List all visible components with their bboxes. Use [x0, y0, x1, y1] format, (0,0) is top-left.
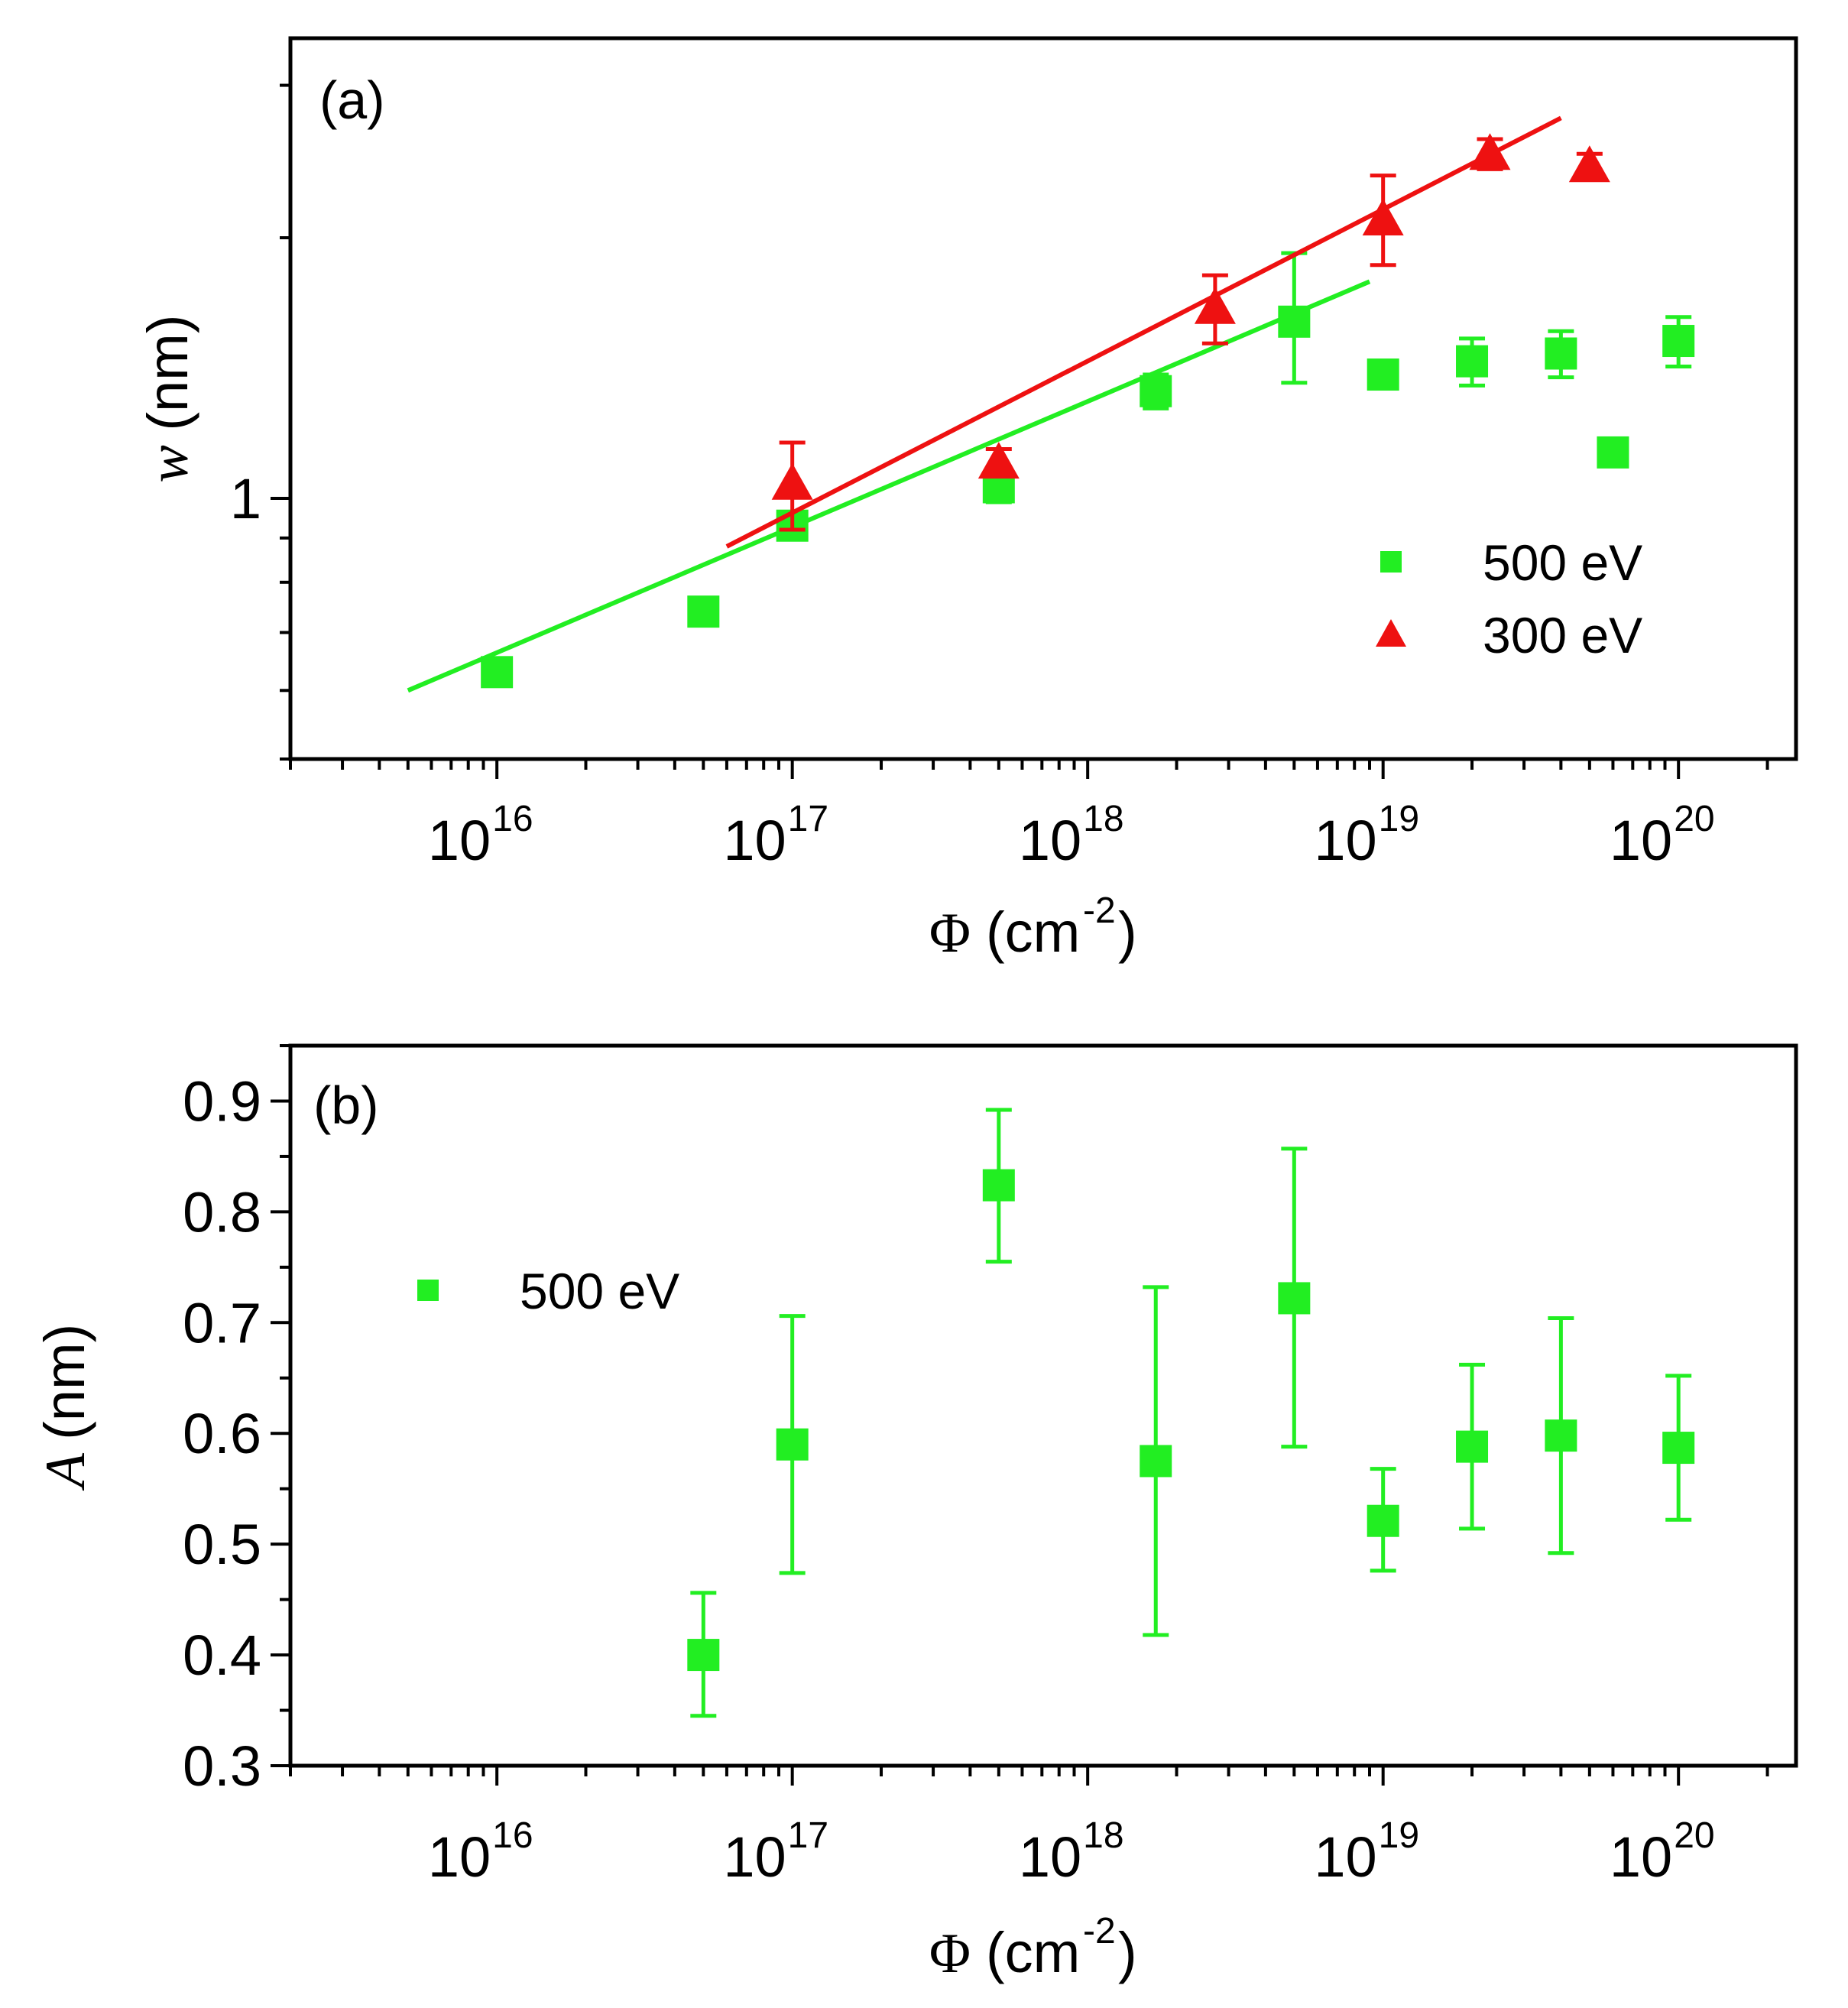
x-tick-label-base: 10: [1314, 809, 1376, 872]
legend-label: 500 eV: [1483, 534, 1642, 591]
x-tick-label-base: 10: [1019, 809, 1081, 872]
x-axis-label-close: ): [1118, 1921, 1137, 1984]
x-tick-label-base: 10: [723, 1825, 786, 1889]
data-point: [977, 442, 1020, 479]
x-tick-label-exponent: 19: [1379, 1815, 1419, 1856]
x-tick-label-base: 10: [1314, 1825, 1376, 1889]
panel-label: (b): [313, 1075, 379, 1135]
y-axis-label: A (nm): [33, 1324, 97, 1491]
legend-label: 300 eV: [1483, 607, 1642, 663]
legend: 500 eV: [417, 1263, 679, 1319]
data-point: [1362, 199, 1404, 236]
x-tick-label-exponent: 20: [1674, 1815, 1714, 1856]
x-axis-label: Φ (cm -2): [929, 890, 1137, 965]
data-point: [1568, 145, 1610, 183]
x-axis-label: Φ (cm -2): [929, 1911, 1137, 1985]
data-point: [771, 462, 813, 500]
data-point: [1140, 1445, 1172, 1478]
x-tick-label-exponent: 18: [1083, 1815, 1123, 1856]
x-axis-label-units: (cm: [986, 1921, 1080, 1984]
fit-line: [725, 115, 1562, 549]
data-point: [481, 656, 514, 689]
x-tick-label-base: 10: [428, 1825, 491, 1889]
data-point: [982, 1169, 1015, 1202]
y-tick-label: 0.5: [183, 1513, 261, 1576]
data-point: [1140, 375, 1172, 407]
x-axis-label-exponent: -2: [1083, 890, 1116, 931]
y-axis-label-units: (nm): [33, 1324, 96, 1440]
legend-marker-square: [417, 1280, 439, 1301]
panel-a: 10 16 10 17 10 18 10 19 10 201(a)Φ (cm -2)w (nm)500…: [136, 36, 1798, 965]
data-point: [1194, 287, 1236, 324]
data-point: [1278, 305, 1311, 338]
data-point: [1469, 133, 1511, 170]
x-tick-label-exponent: 16: [492, 1815, 533, 1856]
x-axis-label-symbol: Φ: [929, 1922, 971, 1985]
data-point: [687, 595, 720, 628]
y-tick-label: 0.7: [183, 1291, 261, 1354]
y-tick-label: 0.8: [183, 1180, 261, 1244]
panel-b: 10 16 10 17 10 18 10 19 10 200.30.40.50.60.70.80.…: [33, 1043, 1798, 1985]
fit-line: [407, 279, 1371, 693]
y-axis-label-symbol: w: [138, 431, 200, 483]
x-axis-label-close: ): [1118, 900, 1137, 964]
x-axis-label-exponent: -2: [1083, 1911, 1116, 1951]
series-300-ev: [725, 115, 1610, 549]
data-point: [1278, 1282, 1311, 1315]
x-tick-label-exponent: 18: [1083, 799, 1123, 839]
legend-marker-triangle: [1376, 619, 1406, 647]
legend: 500 eV 300 eV: [1376, 534, 1642, 663]
data-point: [776, 1428, 809, 1461]
y-tick-label: 0.3: [183, 1734, 261, 1798]
data-point: [1456, 1430, 1489, 1463]
y-tick-label: 1: [230, 467, 261, 530]
x-axis-label-symbol: Φ: [929, 902, 971, 965]
series-500-ev: [687, 1108, 1695, 1718]
y-tick-label: 0.9: [183, 1069, 261, 1133]
x-tick-label-exponent: 16: [492, 799, 533, 839]
data-point: [1662, 1432, 1695, 1465]
data-point: [1662, 325, 1695, 358]
data-point: [1456, 345, 1489, 378]
x-tick-label-base: 10: [723, 809, 786, 872]
x-tick-label-exponent: 17: [788, 1815, 828, 1856]
data-point: [687, 1639, 720, 1672]
x-tick-label-exponent: 20: [1674, 799, 1714, 839]
legend-label: 500 eV: [520, 1263, 679, 1319]
plot-frame: [288, 1043, 1798, 1768]
x-tick-label-base: 10: [428, 809, 491, 872]
x-tick-label-base: 10: [1610, 809, 1672, 872]
x-axis-label-units: (cm: [986, 900, 1080, 964]
data-point: [1367, 1504, 1399, 1537]
data-point: [1545, 337, 1577, 370]
y-tick-label: 0.4: [183, 1624, 261, 1687]
data-point: [1367, 358, 1399, 391]
x-tick-label-exponent: 19: [1379, 799, 1419, 839]
y-axis-label: w (nm): [136, 315, 200, 483]
y-axis-label-units: (nm): [136, 315, 199, 431]
legend-marker-square: [1380, 551, 1402, 573]
x-tick-label-base: 10: [1610, 1825, 1672, 1889]
data-point: [1545, 1419, 1577, 1452]
x-tick-label-exponent: 17: [788, 799, 828, 839]
panel-label: (a): [319, 70, 385, 130]
x-tick-label-base: 10: [1019, 1825, 1081, 1889]
y-tick-label: 0.6: [183, 1402, 261, 1465]
y-axis-label-symbol: A: [34, 1440, 97, 1491]
data-point: [1597, 436, 1629, 469]
series-500-ev: [407, 251, 1695, 693]
